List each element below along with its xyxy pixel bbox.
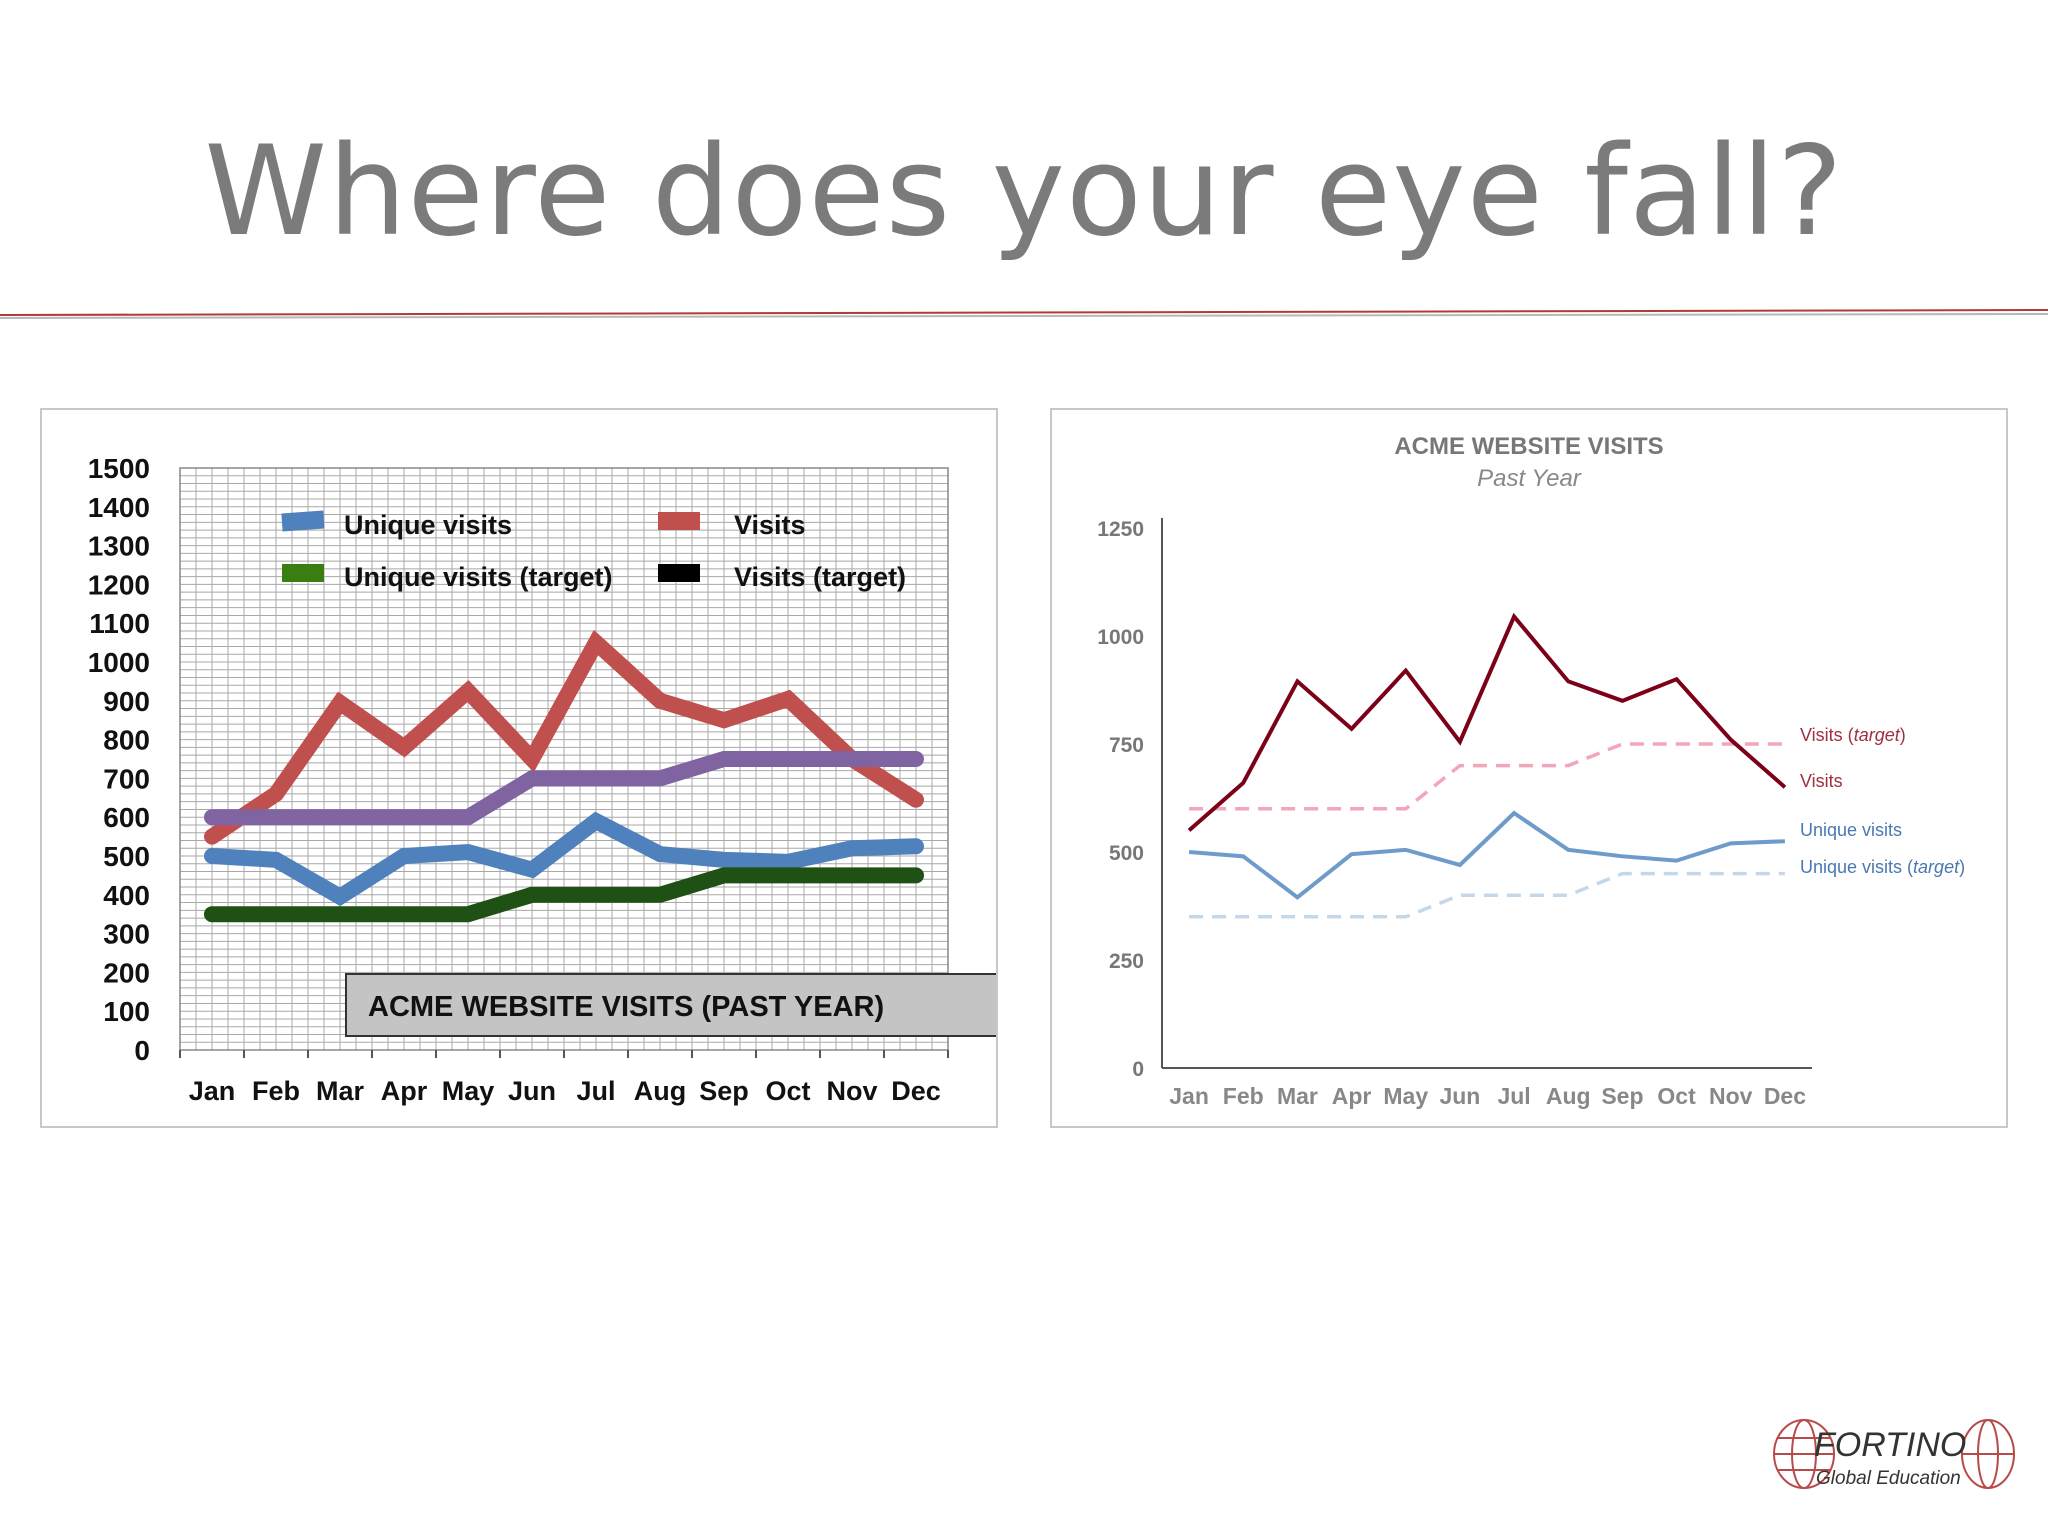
y-tick-label: 1200 — [88, 569, 150, 600]
legend-swatch — [282, 564, 324, 582]
chart-title: ACME WEBSITE VISITS — [1394, 433, 1663, 460]
x-tick-label: Apr — [1332, 1083, 1372, 1109]
right-chart-panel: ACME WEBSITE VISITS Past Year 0 250 500 750 10… — [1050, 408, 2008, 1128]
series-label-1: Visits (target) — [1800, 725, 1906, 745]
y-tick-label: 400 — [103, 880, 150, 911]
series-label-part: ) — [1959, 857, 1965, 877]
x-tick-label: Jul — [1497, 1083, 1530, 1109]
series-line-1 — [1189, 742, 1785, 811]
x-tick-label: Mar — [316, 1076, 365, 1106]
y-tick-label: 500 — [103, 841, 150, 872]
legend-label: Unique visits — [344, 510, 512, 540]
x-tick-label: Aug — [634, 1076, 686, 1106]
y-tick-label: 1100 — [89, 608, 150, 639]
left-chart: 0 100 200 300 400 500 600 700 800 900 1000 1100 1200… — [88, 453, 1005, 1106]
y-tick-label: 200 — [103, 957, 150, 988]
series-line-0 — [1187, 612, 1787, 832]
series-label-part: target — [1854, 725, 1901, 745]
x-tick-label: Jun — [508, 1076, 556, 1106]
chart-title: ACME WEBSITE VISITS (PAST YEAR) — [368, 991, 884, 1023]
y-tick-label: 1400 — [88, 492, 150, 523]
series-label-part: ) — [1900, 725, 1906, 745]
x-tick-label: May — [1383, 1083, 1428, 1109]
x-tick-label: Nov — [1709, 1083, 1753, 1109]
legend-label: Visits — [734, 510, 806, 540]
x-tick-label: Jun — [1439, 1083, 1480, 1109]
x-tick-label: Sep — [1601, 1083, 1643, 1109]
right-chart: ACME WEBSITE VISITS Past Year 0 250 500 750 10… — [1097, 433, 1965, 1109]
x-tick-label: Jan — [189, 1076, 236, 1106]
y-tick-label: 1000 — [88, 647, 150, 678]
y-tick-label: 250 — [1109, 950, 1144, 973]
title-divider — [0, 309, 2048, 319]
x-tick-label: Mar — [1277, 1083, 1318, 1109]
y-tick-label: 1300 — [88, 531, 150, 562]
y-tick-label: 0 — [134, 1035, 150, 1066]
x-tick-label: Dec — [891, 1076, 941, 1106]
y-tick-label: 500 — [1109, 842, 1144, 865]
series-label-part: Unique visits ( — [1800, 857, 1913, 877]
x-tick-label: Sep — [699, 1076, 749, 1106]
y-tick-label: 600 — [103, 802, 150, 833]
y-tick-label: 0 — [1132, 1058, 1144, 1081]
globe-icon — [1773, 1419, 2015, 1489]
legend-label: Visits (target) — [734, 562, 906, 592]
x-tick-label: May — [442, 1076, 495, 1106]
x-tick-label: Feb — [252, 1076, 300, 1106]
y-tick-label: 750 — [1109, 734, 1144, 757]
legend-swatch — [658, 512, 700, 530]
x-tick-label: Jul — [576, 1076, 615, 1106]
y-tick-label: 900 — [103, 686, 150, 717]
y-tick-label: 100 — [103, 996, 150, 1027]
chart-subtitle: Past Year — [1477, 465, 1582, 492]
y-tick-label: 1250 — [1097, 518, 1144, 541]
series-line-0 — [204, 629, 924, 845]
y-tick-label: 800 — [103, 725, 150, 756]
legend-swatch — [281, 510, 325, 532]
series-line-2 — [1188, 810, 1785, 900]
slide-title: Where does your eye fall? — [204, 120, 1844, 264]
legend-label: Unique visits (target) — [344, 562, 613, 592]
y-tick-label: 1000 — [1097, 626, 1144, 649]
series-line-3 — [1189, 871, 1785, 919]
x-tick-label: Nov — [826, 1076, 877, 1106]
series-label-part: target — [1913, 857, 1960, 877]
logo-name: FORTINO — [1814, 1426, 1966, 1464]
x-tick-label: Jan — [1169, 1083, 1209, 1109]
series-label-2: Unique visits — [1800, 820, 1902, 840]
x-tick-label: Oct — [765, 1076, 810, 1106]
series-line-2 — [204, 811, 924, 907]
left-chart-panel: 0 100 200 300 400 500 600 700 800 900 1000 1100 1200… — [40, 408, 1005, 1128]
x-tick-label: Oct — [1657, 1083, 1696, 1109]
logo-tagline: Global Education — [1816, 1468, 1961, 1489]
x-tick-label: Dec — [1764, 1083, 1806, 1109]
legend-swatch — [658, 564, 700, 582]
x-tick-label: Apr — [381, 1076, 428, 1106]
x-tick-label: Feb — [1223, 1083, 1264, 1109]
y-tick-label: 700 — [103, 763, 150, 794]
x-tick-label: Aug — [1546, 1083, 1591, 1109]
series-line-3 — [204, 867, 924, 923]
chart-title-box — [345, 973, 1005, 1037]
y-tick-label: 1500 — [88, 453, 150, 484]
series-label-part: Visits ( — [1800, 725, 1854, 745]
series-label-0: Visits — [1800, 771, 1843, 791]
series-line-1 — [204, 751, 924, 826]
y-tick-label: 300 — [103, 919, 150, 950]
series-label-3: Unique visits (target) — [1800, 857, 1965, 877]
fortino-logo: FORTINO Global Education — [1773, 1419, 2015, 1489]
